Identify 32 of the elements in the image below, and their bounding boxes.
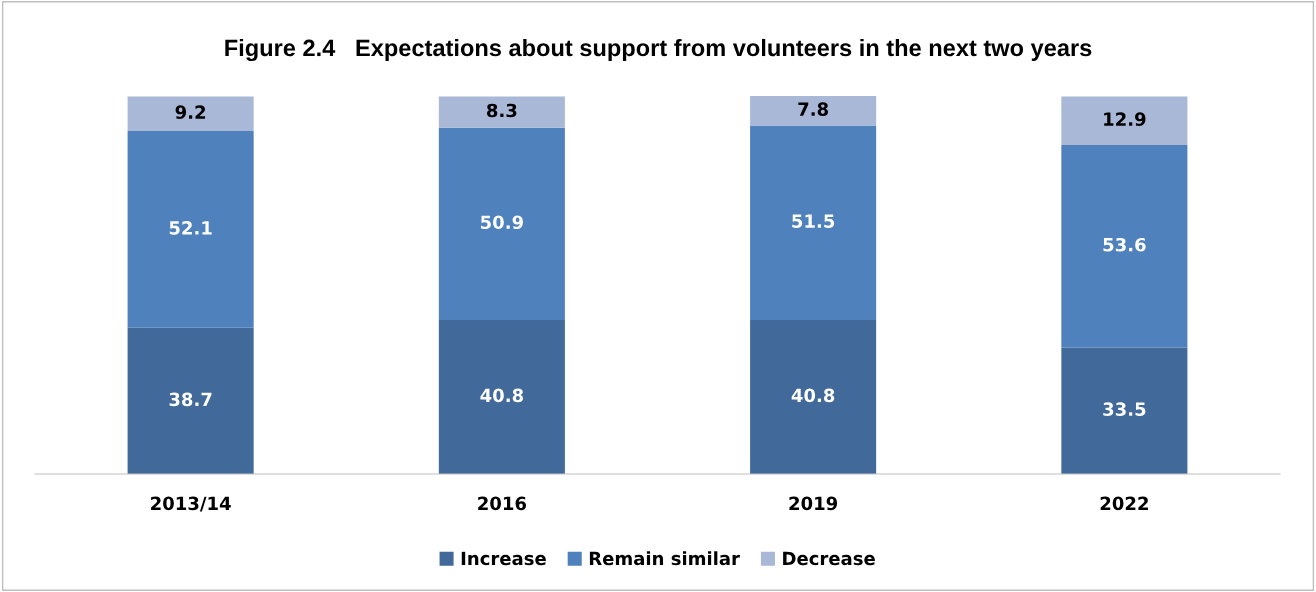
data-label: 53.6 — [1103, 237, 1146, 252]
data-label: 9.2 — [175, 105, 206, 119]
bar — [750, 319, 877, 474]
legend-label: Increase — [461, 551, 546, 566]
data-label: 7.8 — [798, 102, 828, 116]
data-label: 38.7 — [169, 392, 212, 407]
bar — [750, 96, 877, 126]
data-label: 8.3 — [486, 103, 517, 118]
bar — [1061, 347, 1188, 474]
x-tick-label: 2019 — [789, 496, 838, 511]
data-label: 50.9 — [481, 215, 523, 230]
data-label: 33.5 — [1103, 402, 1146, 416]
bar — [127, 327, 254, 474]
data-label: 51.5 — [792, 214, 835, 228]
chart-title: Figure 2.4 Expectations about support from volunteers in the next two years — [225, 38, 1092, 62]
bar — [438, 319, 565, 474]
data-label: 40.8 — [480, 388, 524, 403]
data-label: 12.9 — [1104, 112, 1146, 126]
bar — [438, 127, 565, 320]
bar — [1061, 145, 1188, 348]
bar — [127, 96, 254, 132]
data-label: 52.1 — [169, 221, 212, 235]
legend-label: Remain similar — [589, 551, 740, 566]
bar — [750, 125, 877, 320]
bar — [438, 96, 565, 128]
bar — [1061, 96, 1188, 146]
x-tick-label: 2016 — [478, 496, 527, 511]
x-tick-label: 2013/14 — [151, 496, 231, 512]
legend-label: Decrease — [783, 551, 875, 566]
x-tick-label: 2022 — [1100, 496, 1148, 511]
data-label: 40.8 — [791, 388, 835, 403]
bar — [127, 131, 254, 328]
